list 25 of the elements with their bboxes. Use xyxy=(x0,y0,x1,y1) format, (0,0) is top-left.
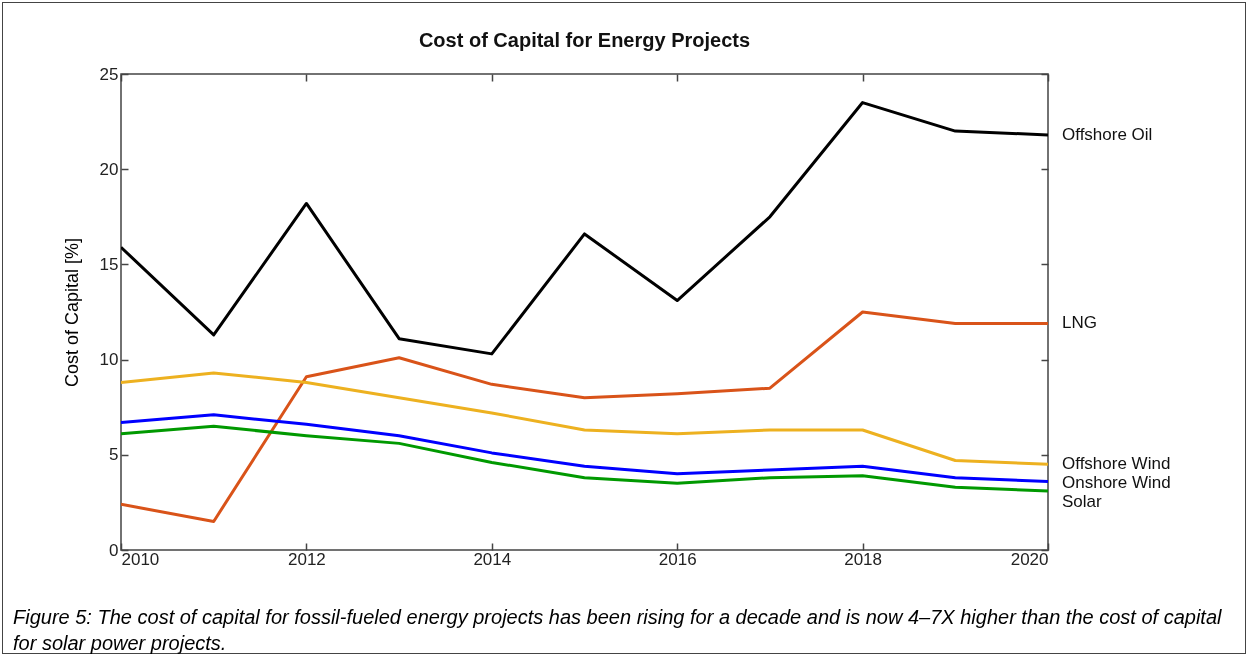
y-tick-label: 15 xyxy=(99,254,119,274)
x-tick-label: 2016 xyxy=(658,549,697,569)
x-tick-label: 2020 xyxy=(1010,549,1049,569)
y-tick-label: 20 xyxy=(99,159,119,179)
x-tick-label: 2018 xyxy=(844,549,883,569)
x-tick-label: 2010 xyxy=(121,549,160,569)
caption: Figure 5: The cost of capital for fossil-fueled energy projects has been rising for a decade and is now 4–7X higher than the cost of capital for solar power projects. xyxy=(13,605,1223,656)
line-series xyxy=(121,424,1048,493)
line-series xyxy=(121,413,1048,483)
series-label: LNG xyxy=(1062,313,1097,333)
line-series xyxy=(121,371,1048,466)
y-tick-label: 0 xyxy=(109,540,119,560)
series-label: Onshore Wind xyxy=(1062,473,1171,493)
y-axis-title: Cost of Capital [%] xyxy=(61,237,82,388)
series-label: Offshore Wind xyxy=(1062,454,1171,474)
y-tick-label: 10 xyxy=(99,350,119,370)
x-tick-label: 2014 xyxy=(473,549,512,569)
x-tick-label: 2012 xyxy=(287,549,326,569)
y-tick-label: 5 xyxy=(109,445,119,465)
y-tick-label: 25 xyxy=(99,64,119,84)
line-series xyxy=(121,101,1048,356)
line-series xyxy=(121,310,1048,523)
series-label: Solar xyxy=(1062,492,1103,512)
series-label: Offshore Oil xyxy=(1062,124,1153,144)
chart-title: Cost of Capital for Energy Projects xyxy=(418,29,751,51)
